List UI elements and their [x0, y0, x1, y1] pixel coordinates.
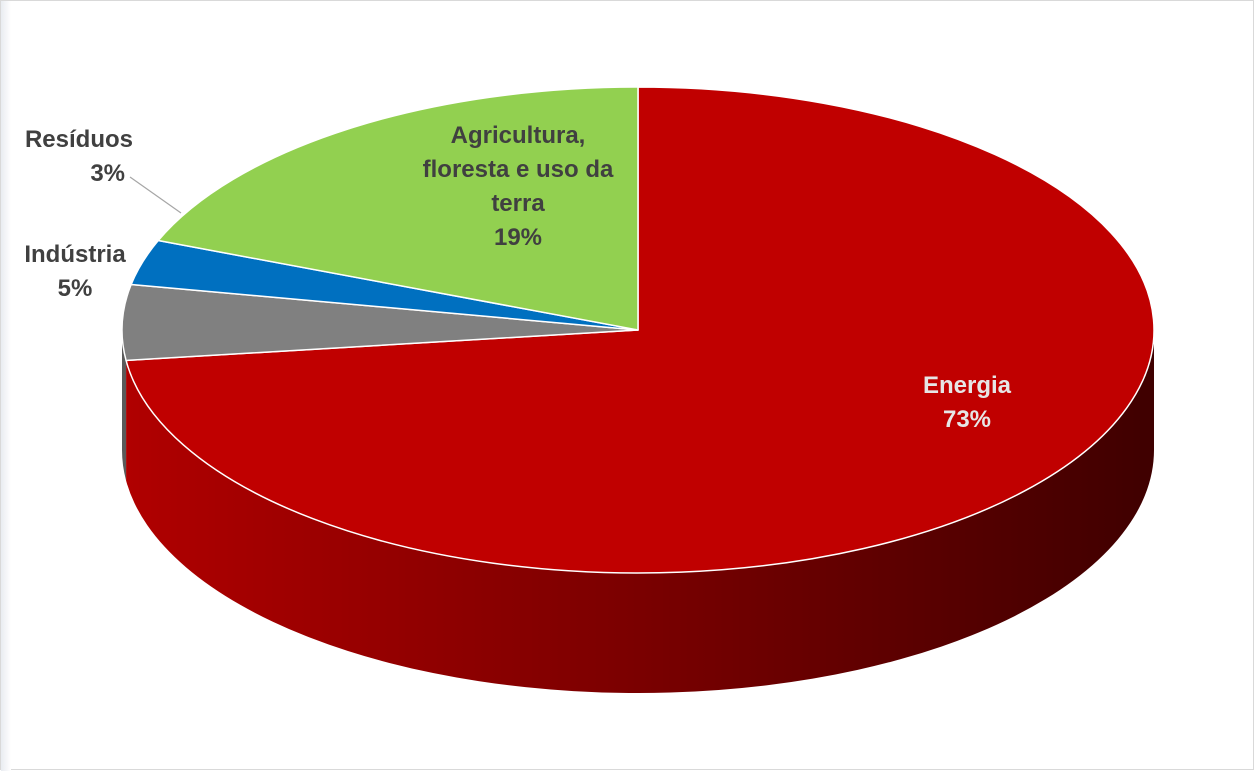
category-label: terra [491, 190, 545, 217]
slice-industria [121, 283, 639, 362]
value-label: 3% [90, 160, 125, 187]
frame-shadow [1, 1, 11, 771]
side-energia [126, 330, 1154, 694]
label-industria: Indústria 5% [24, 241, 126, 302]
slice-energia [125, 86, 1155, 574]
category-label: Agricultura, [451, 122, 586, 149]
label-residuos: Resíduos 3% [25, 126, 182, 214]
value-label: 5% [58, 275, 93, 302]
label-energia: Energia 73% [923, 372, 1012, 433]
value-label: 73% [943, 406, 991, 433]
category-label: Energia [923, 372, 1012, 399]
pie-labels: Energia 73% Indústria 5% Resíduos 3% Agricultu… [24, 122, 1011, 433]
category-label: Resíduos [25, 126, 133, 153]
slice-agricultura-floresta-e-uso-da-terra [157, 86, 639, 331]
leader-line [129, 176, 182, 214]
category-label: floresta e uso da [423, 156, 614, 183]
side-industria [122, 330, 127, 481]
category-label: Indústria [24, 241, 126, 268]
pie-slices [121, 86, 1155, 574]
label-agricultura-floresta-e-uso-da-terra: Agricultura, floresta e uso da terra 19% [423, 122, 614, 251]
value-label: 19% [494, 224, 542, 251]
pie-side-wall [122, 330, 1154, 694]
